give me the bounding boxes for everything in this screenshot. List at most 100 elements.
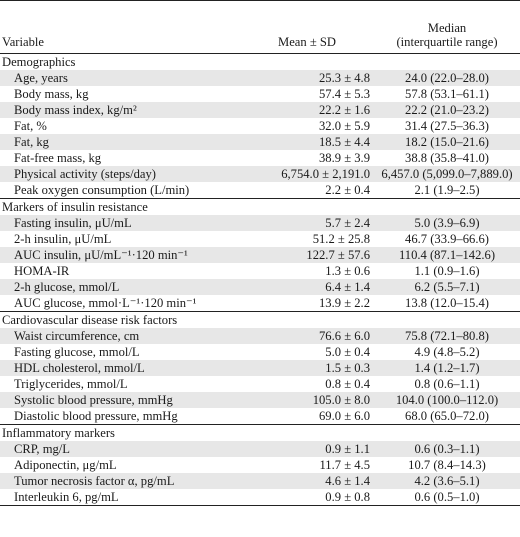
table-row: Body mass index, kg/m² 22.2 ± 1.6 22.2 (21…: [0, 102, 520, 118]
table-row: Age, years 25.3 ± 4.8 24.0 (22.0–28.0): [0, 70, 520, 86]
row-label: 2-h insulin, μU/mL: [0, 231, 240, 247]
header-mean-sd: Mean ± SD: [240, 1, 374, 54]
row-label: Waist circumference, cm: [0, 328, 240, 344]
row-median: 0.8 (0.6–1.1): [374, 376, 520, 392]
row-mean-sd: 25.3 ± 4.8: [240, 70, 374, 86]
table-row: Interleukin 6, pg/mL 0.9 ± 0.8 0.6 (0.5–1.…: [0, 489, 520, 506]
row-median: 46.7 (33.9–66.6): [374, 231, 520, 247]
row-median: 57.8 (53.1–61.1): [374, 86, 520, 102]
row-mean-sd: 122.7 ± 57.6: [240, 247, 374, 263]
section-row: Inflammatory markers: [0, 425, 520, 442]
table-row: Fat, kg 18.5 ± 4.4 18.2 (15.0–21.6): [0, 134, 520, 150]
row-median: 68.0 (65.0–72.0): [374, 408, 520, 425]
section-title: Inflammatory markers: [0, 425, 520, 442]
table-row: Fat-free mass, kg 38.9 ± 3.9 38.8 (35.8–41…: [0, 150, 520, 166]
row-median: 10.7 (8.4–14.3): [374, 457, 520, 473]
header-median-line2: (interquartile range): [374, 35, 520, 49]
table-row: 2-h glucose, mmol/L 6.4 ± 1.4 6.2 (5.5–7.1…: [0, 279, 520, 295]
row-label: Fasting glucose, mmol/L: [0, 344, 240, 360]
row-median: 24.0 (22.0–28.0): [374, 70, 520, 86]
row-mean-sd: 2.2 ± 0.4: [240, 182, 374, 199]
row-mean-sd: 18.5 ± 4.4: [240, 134, 374, 150]
table-row: Peak oxygen consumption (L/min) 2.2 ± 0.4…: [0, 182, 520, 199]
row-mean-sd: 5.0 ± 0.4: [240, 344, 374, 360]
row-label: Fat, kg: [0, 134, 240, 150]
table-row: Systolic blood pressure, mmHg 105.0 ± 8.0…: [0, 392, 520, 408]
section-title: Cardiovascular disease risk factors: [0, 312, 520, 329]
table-row: Physical activity (steps/day) 6,754.0 ± 2…: [0, 166, 520, 182]
row-label: Age, years: [0, 70, 240, 86]
row-median: 2.1 (1.9–2.5): [374, 182, 520, 199]
row-mean-sd: 11.7 ± 4.5: [240, 457, 374, 473]
row-mean-sd: 6,754.0 ± 2,191.0: [240, 166, 374, 182]
row-mean-sd: 1.5 ± 0.3: [240, 360, 374, 376]
row-median: 75.8 (72.1–80.8): [374, 328, 520, 344]
table-row: Tumor necrosis factor α, pg/mL 4.6 ± 1.4 4…: [0, 473, 520, 489]
row-median: 6,457.0 (5,099.0–7,889.0): [374, 166, 520, 182]
table-body: Demographics Age, years 25.3 ± 4.8 24.0 (22…: [0, 54, 520, 506]
row-median: 110.4 (87.1–142.6): [374, 247, 520, 263]
table-row: Adiponectin, μg/mL 11.7 ± 4.5 10.7 (8.4–14…: [0, 457, 520, 473]
table-row: AUC insulin, μU/mL⁻¹·120 min⁻¹ 122.7 ± 57…: [0, 247, 520, 263]
section-row: Markers of insulin resistance: [0, 199, 520, 216]
row-median: 4.9 (4.8–5.2): [374, 344, 520, 360]
row-label: AUC insulin, μU/mL⁻¹·120 min⁻¹: [0, 247, 240, 263]
table-header: Variable Mean ± SD Median (interquartile…: [0, 1, 520, 54]
section-row: Demographics: [0, 54, 520, 71]
row-label: Triglycerides, mmol/L: [0, 376, 240, 392]
row-label: Body mass, kg: [0, 86, 240, 102]
row-label: HOMA-IR: [0, 263, 240, 279]
row-median: 38.8 (35.8–41.0): [374, 150, 520, 166]
row-mean-sd: 32.0 ± 5.9: [240, 118, 374, 134]
row-mean-sd: 0.8 ± 0.4: [240, 376, 374, 392]
table-row: Fat, % 32.0 ± 5.9 31.4 (27.5–36.3): [0, 118, 520, 134]
row-mean-sd: 22.2 ± 1.6: [240, 102, 374, 118]
table-row: HDL cholesterol, mmol/L 1.5 ± 0.3 1.4 (1.2…: [0, 360, 520, 376]
table-row: Fasting insulin, μU/mL 5.7 ± 2.4 5.0 (3.9–…: [0, 215, 520, 231]
row-median: 104.0 (100.0–112.0): [374, 392, 520, 408]
table-row: AUC glucose, mmol·L⁻¹·120 min⁻¹ 13.9 ± 2.…: [0, 295, 520, 312]
row-median: 4.2 (3.6–5.1): [374, 473, 520, 489]
row-median: 1.1 (0.9–1.6): [374, 263, 520, 279]
table-row: Waist circumference, cm 76.6 ± 6.0 75.8 (7…: [0, 328, 520, 344]
row-mean-sd: 6.4 ± 1.4: [240, 279, 374, 295]
row-median: 1.4 (1.2–1.7): [374, 360, 520, 376]
row-median: 6.2 (5.5–7.1): [374, 279, 520, 295]
row-label: Fat, %: [0, 118, 240, 134]
row-label: Systolic blood pressure, mmHg: [0, 392, 240, 408]
table-row: HOMA-IR 1.3 ± 0.6 1.1 (0.9–1.6): [0, 263, 520, 279]
row-mean-sd: 4.6 ± 1.4: [240, 473, 374, 489]
row-mean-sd: 0.9 ± 0.8: [240, 489, 374, 506]
row-mean-sd: 1.3 ± 0.6: [240, 263, 374, 279]
row-label: Tumor necrosis factor α, pg/mL: [0, 473, 240, 489]
section-row: Cardiovascular disease risk factors: [0, 312, 520, 329]
row-mean-sd: 57.4 ± 5.3: [240, 86, 374, 102]
row-mean-sd: 76.6 ± 6.0: [240, 328, 374, 344]
header-variable: Variable: [0, 1, 240, 54]
row-mean-sd: 69.0 ± 6.0: [240, 408, 374, 425]
row-label: Physical activity (steps/day): [0, 166, 240, 182]
row-label: Interleukin 6, pg/mL: [0, 489, 240, 506]
row-label: AUC glucose, mmol·L⁻¹·120 min⁻¹: [0, 295, 240, 312]
row-label: HDL cholesterol, mmol/L: [0, 360, 240, 376]
section-title: Demographics: [0, 54, 520, 71]
table-row: Fasting glucose, mmol/L 5.0 ± 0.4 4.9 (4.8…: [0, 344, 520, 360]
header-median-line1: Median: [374, 21, 520, 35]
table-row: 2-h insulin, μU/mL 51.2 ± 25.8 46.7 (33.9–…: [0, 231, 520, 247]
row-label: 2-h glucose, mmol/L: [0, 279, 240, 295]
table-row: Triglycerides, mmol/L 0.8 ± 0.4 0.8 (0.6–1…: [0, 376, 520, 392]
row-median: 5.0 (3.9–6.9): [374, 215, 520, 231]
row-mean-sd: 51.2 ± 25.8: [240, 231, 374, 247]
row-mean-sd: 105.0 ± 8.0: [240, 392, 374, 408]
row-mean-sd: 38.9 ± 3.9: [240, 150, 374, 166]
row-label: Fasting insulin, μU/mL: [0, 215, 240, 231]
row-median: 31.4 (27.5–36.3): [374, 118, 520, 134]
row-median: 18.2 (15.0–21.6): [374, 134, 520, 150]
row-label: Fat-free mass, kg: [0, 150, 240, 166]
row-median: 13.8 (12.0–15.4): [374, 295, 520, 312]
row-median: 22.2 (21.0–23.2): [374, 102, 520, 118]
row-label: CRP, mg/L: [0, 441, 240, 457]
table-row: Diastolic blood pressure, mmHg 69.0 ± 6.0…: [0, 408, 520, 425]
row-median: 0.6 (0.5–1.0): [374, 489, 520, 506]
section-title: Markers of insulin resistance: [0, 199, 520, 216]
